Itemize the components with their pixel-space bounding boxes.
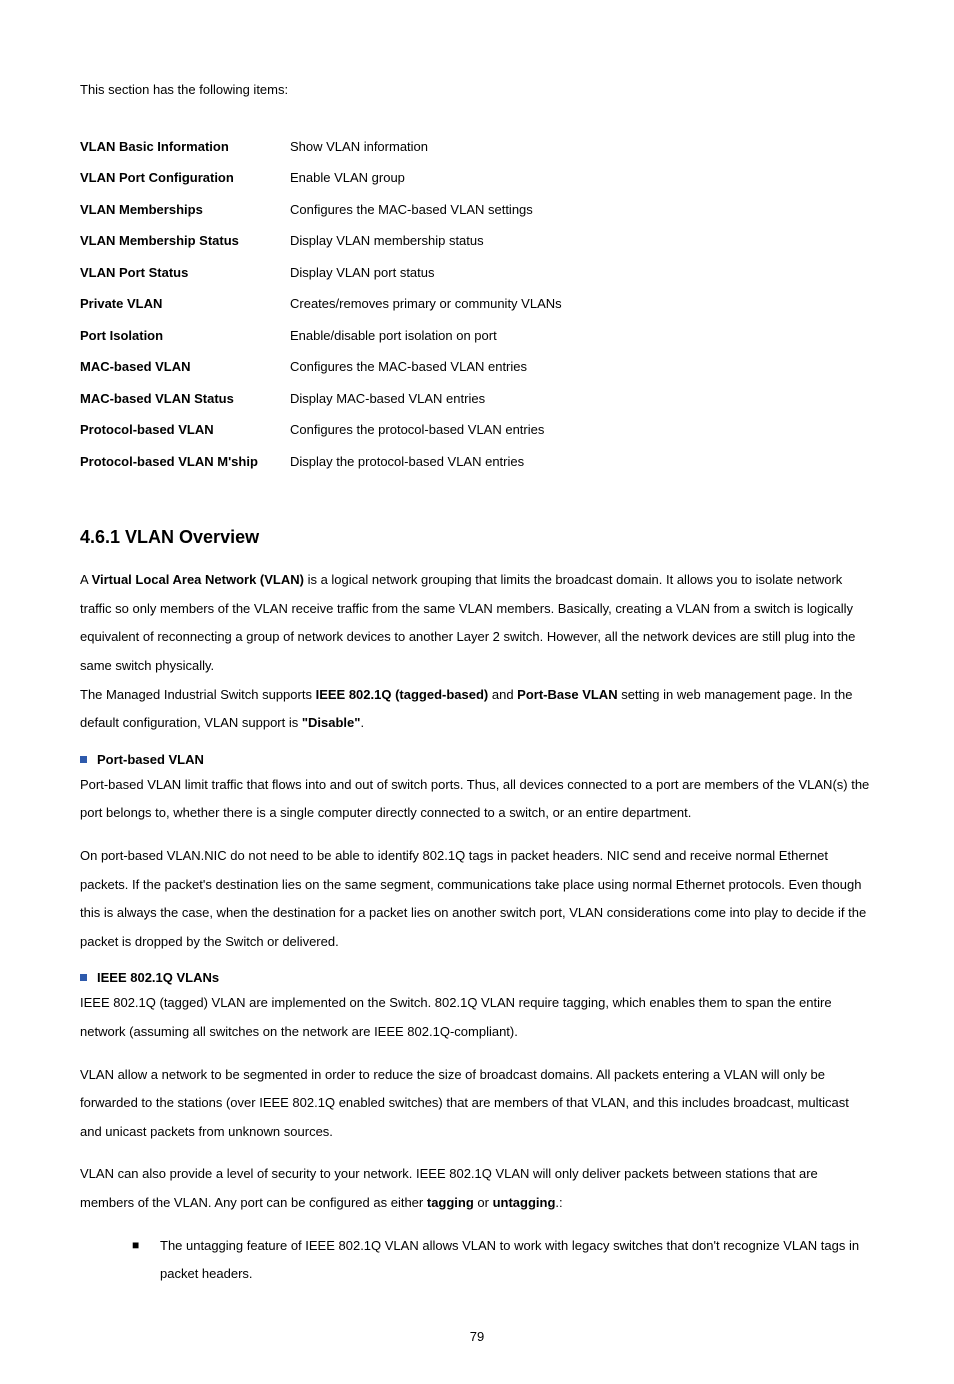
- toc-label: VLAN Basic Information: [80, 131, 290, 163]
- toc-label: Protocol-based VLAN: [80, 414, 290, 446]
- 8021q-para-1: IEEE 802.1Q (tagged) VLAN are implemente…: [80, 989, 874, 1046]
- 8021q-para-2: VLAN allow a network to be segmented in …: [80, 1061, 874, 1147]
- toc-label: Private VLAN: [80, 288, 290, 320]
- toc-row: VLAN Port StatusDisplay VLAN port status: [80, 257, 850, 289]
- toc-label: Port Isolation: [80, 320, 290, 352]
- toc-row: VLAN Port ConfigurationEnable VLAN group: [80, 162, 850, 194]
- toc-row: VLAN Membership StatusDisplay VLAN membe…: [80, 225, 850, 257]
- overview-paragraph-1: A Virtual Local Area Network (VLAN) is a…: [80, 566, 874, 680]
- toc-row: Private VLANCreates/removes primary or c…: [80, 288, 850, 320]
- p3-b1: tagging: [427, 1195, 474, 1210]
- p2-bold3: "Disable": [302, 715, 361, 730]
- 8021q-para-3: VLAN can also provide a level of securit…: [80, 1160, 874, 1217]
- bullet-square-icon: [80, 756, 87, 763]
- toc-desc: Show VLAN information: [290, 131, 850, 163]
- bullet-untagging: The untagging feature of IEEE 802.1Q VLA…: [132, 1232, 874, 1289]
- toc-label: VLAN Port Status: [80, 257, 290, 289]
- toc-label: MAC-based VLAN Status: [80, 383, 290, 415]
- toc-label: MAC-based VLAN: [80, 351, 290, 383]
- bullet-square-icon: [80, 974, 87, 981]
- p3-b2: untagging: [493, 1195, 556, 1210]
- toc-label: VLAN Membership Status: [80, 225, 290, 257]
- toc-row: MAC-based VLAN StatusDisplay MAC-based V…: [80, 383, 850, 415]
- toc-desc: Enable/disable port isolation on port: [290, 320, 850, 352]
- p2-pre: The Managed Industrial Switch supports: [80, 687, 316, 702]
- page-number: 79: [80, 1329, 874, 1344]
- toc-desc: Creates/removes primary or community VLA…: [290, 288, 850, 320]
- toc-desc: Display the protocol-based VLAN entries: [290, 446, 850, 478]
- toc-label: VLAN Port Configuration: [80, 162, 290, 194]
- toc-desc: Configures the protocol-based VLAN entri…: [290, 414, 850, 446]
- toc-table: VLAN Basic InformationShow VLAN informat…: [80, 131, 850, 478]
- subhead-8021q: IEEE 802.1Q VLANs: [80, 970, 874, 985]
- toc-row: VLAN MembershipsConfigures the MAC-based…: [80, 194, 850, 226]
- toc-row: Protocol-based VLANConfigures the protoc…: [80, 414, 850, 446]
- toc-row: Port IsolationEnable/disable port isolat…: [80, 320, 850, 352]
- toc-desc: Configures the MAC-based VLAN settings: [290, 194, 850, 226]
- p2-end: .: [360, 715, 364, 730]
- toc-row: MAC-based VLANConfigures the MAC-based V…: [80, 351, 850, 383]
- section-intro: This section has the following items:: [80, 80, 874, 101]
- tag-untag-bullets: The untagging feature of IEEE 802.1Q VLA…: [80, 1232, 874, 1289]
- p2-bold2: Port-Base VLAN: [517, 687, 617, 702]
- port-based-para-1: Port-based VLAN limit traffic that flows…: [80, 771, 874, 828]
- subhead-port-based: Port-based VLAN: [80, 752, 874, 767]
- section-title: 4.6.1 VLAN Overview: [80, 527, 874, 548]
- subhead-8021q-label: IEEE 802.1Q VLANs: [97, 970, 219, 985]
- toc-desc: Configures the MAC-based VLAN entries: [290, 351, 850, 383]
- p2-bold1: IEEE 802.1Q (tagged-based): [316, 687, 489, 702]
- p3-end: .:: [555, 1195, 562, 1210]
- port-based-para-2: On port-based VLAN.NIC do not need to be…: [80, 842, 874, 956]
- overview-paragraph-2: The Managed Industrial Switch supports I…: [80, 681, 874, 738]
- p2-mid1: and: [488, 687, 517, 702]
- p1-prefix: A: [80, 572, 92, 587]
- p3-mid: or: [474, 1195, 493, 1210]
- toc-label: Protocol-based VLAN M'ship: [80, 446, 290, 478]
- subhead-port-based-label: Port-based VLAN: [97, 752, 204, 767]
- toc-desc: Display VLAN port status: [290, 257, 850, 289]
- p1-bold-vlan: Virtual Local Area Network (VLAN): [92, 572, 304, 587]
- toc-desc: Enable VLAN group: [290, 162, 850, 194]
- p1-mid: is a logical network grouping that limit…: [80, 572, 855, 673]
- toc-label: VLAN Memberships: [80, 194, 290, 226]
- toc-row: VLAN Basic InformationShow VLAN informat…: [80, 131, 850, 163]
- toc-row: Protocol-based VLAN M'shipDisplay the pr…: [80, 446, 850, 478]
- toc-desc: Display VLAN membership status: [290, 225, 850, 257]
- toc-desc: Display MAC-based VLAN entries: [290, 383, 850, 415]
